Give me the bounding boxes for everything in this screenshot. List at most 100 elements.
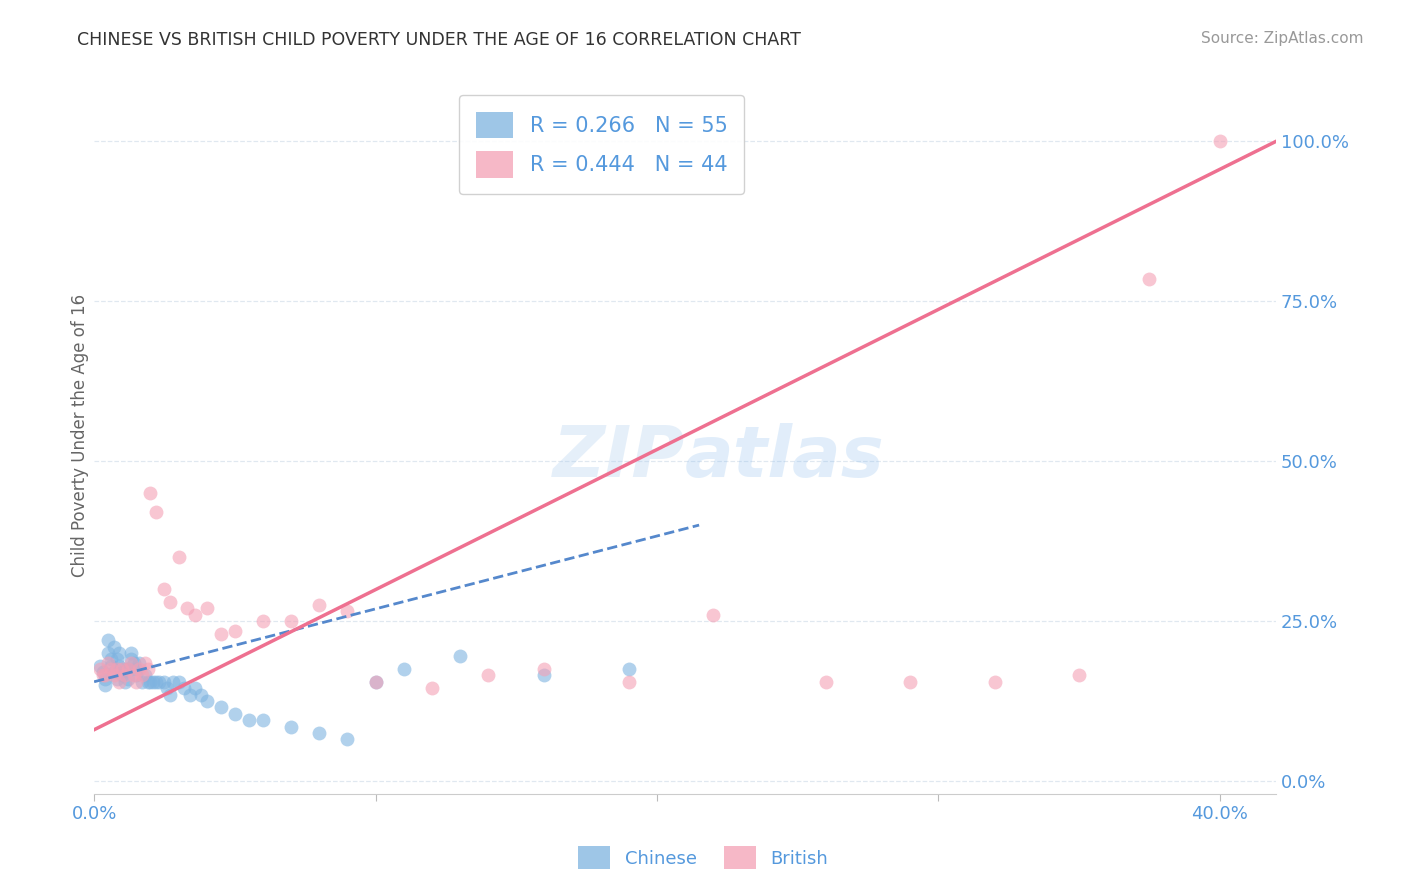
- Point: [105, 672, 128, 686]
- Point: [111, 662, 134, 676]
- Point: [224, 624, 246, 638]
- Point: [125, 674, 148, 689]
- Point: [94, 678, 117, 692]
- Point: [280, 719, 302, 733]
- Point: [100, 662, 122, 676]
- Point: [134, 668, 156, 682]
- Point: [103, 668, 125, 682]
- Point: [103, 665, 125, 680]
- Point: [617, 674, 640, 689]
- Point: [97, 646, 120, 660]
- Point: [117, 662, 139, 676]
- Point: [308, 726, 330, 740]
- Point: [148, 674, 170, 689]
- Point: [159, 688, 181, 702]
- Point: [91, 665, 114, 680]
- Point: [131, 674, 153, 689]
- Point: [153, 582, 176, 596]
- Point: [195, 601, 218, 615]
- Legend: Chinese, British: Chinese, British: [568, 838, 838, 879]
- Point: [128, 662, 150, 676]
- Point: [533, 662, 555, 676]
- Point: [167, 674, 190, 689]
- Point: [153, 674, 176, 689]
- Point: [122, 668, 145, 682]
- Point: [814, 674, 837, 689]
- Point: [533, 668, 555, 682]
- Point: [702, 607, 724, 622]
- Point: [392, 662, 415, 676]
- Y-axis label: Child Poverty Under the Age of 16: Child Poverty Under the Age of 16: [72, 294, 89, 577]
- Point: [120, 652, 142, 666]
- Point: [114, 662, 136, 676]
- Point: [162, 674, 184, 689]
- Point: [420, 681, 443, 695]
- Point: [105, 652, 128, 666]
- Point: [252, 614, 274, 628]
- Point: [308, 598, 330, 612]
- Point: [252, 713, 274, 727]
- Point: [195, 694, 218, 708]
- Point: [89, 662, 111, 676]
- Point: [184, 607, 207, 622]
- Point: [139, 674, 162, 689]
- Point: [179, 688, 201, 702]
- Point: [139, 486, 162, 500]
- Point: [97, 656, 120, 670]
- Point: [111, 665, 134, 680]
- Point: [114, 668, 136, 682]
- Point: [111, 668, 134, 682]
- Point: [97, 633, 120, 648]
- Point: [122, 656, 145, 670]
- Point: [120, 656, 142, 670]
- Point: [364, 674, 387, 689]
- Point: [184, 681, 207, 695]
- Point: [117, 672, 139, 686]
- Point: [983, 674, 1005, 689]
- Point: [136, 674, 159, 689]
- Point: [364, 674, 387, 689]
- Point: [209, 700, 232, 714]
- Point: [125, 668, 148, 682]
- Point: [145, 674, 167, 689]
- Point: [128, 656, 150, 670]
- Point: [238, 713, 260, 727]
- Text: ZIP: ZIP: [553, 423, 685, 491]
- Point: [103, 640, 125, 654]
- Point: [136, 662, 159, 676]
- Point: [94, 672, 117, 686]
- Point: [1067, 668, 1090, 682]
- Point: [280, 614, 302, 628]
- Point: [156, 681, 179, 695]
- Point: [1137, 272, 1160, 286]
- Point: [131, 668, 153, 682]
- Point: [898, 674, 921, 689]
- Point: [167, 550, 190, 565]
- Point: [105, 662, 128, 676]
- Point: [114, 674, 136, 689]
- Point: [108, 646, 131, 660]
- Text: CHINESE VS BRITISH CHILD POVERTY UNDER THE AGE OF 16 CORRELATION CHART: CHINESE VS BRITISH CHILD POVERTY UNDER T…: [77, 31, 801, 49]
- Legend: R = 0.266   N = 55, R = 0.444   N = 44: R = 0.266 N = 55, R = 0.444 N = 44: [460, 95, 744, 194]
- Point: [100, 652, 122, 666]
- Point: [1208, 135, 1230, 149]
- Point: [100, 658, 122, 673]
- Point: [108, 658, 131, 673]
- Point: [336, 604, 359, 618]
- Point: [159, 595, 181, 609]
- Point: [94, 668, 117, 682]
- Point: [108, 674, 131, 689]
- Text: Source: ZipAtlas.com: Source: ZipAtlas.com: [1201, 31, 1364, 46]
- Point: [125, 662, 148, 676]
- Point: [477, 668, 499, 682]
- Point: [190, 688, 212, 702]
- Point: [173, 681, 195, 695]
- Point: [224, 706, 246, 721]
- Point: [120, 646, 142, 660]
- Point: [209, 627, 232, 641]
- Point: [449, 649, 471, 664]
- Point: [145, 505, 167, 519]
- Point: [336, 732, 359, 747]
- Text: atlas: atlas: [685, 423, 884, 491]
- Point: [617, 662, 640, 676]
